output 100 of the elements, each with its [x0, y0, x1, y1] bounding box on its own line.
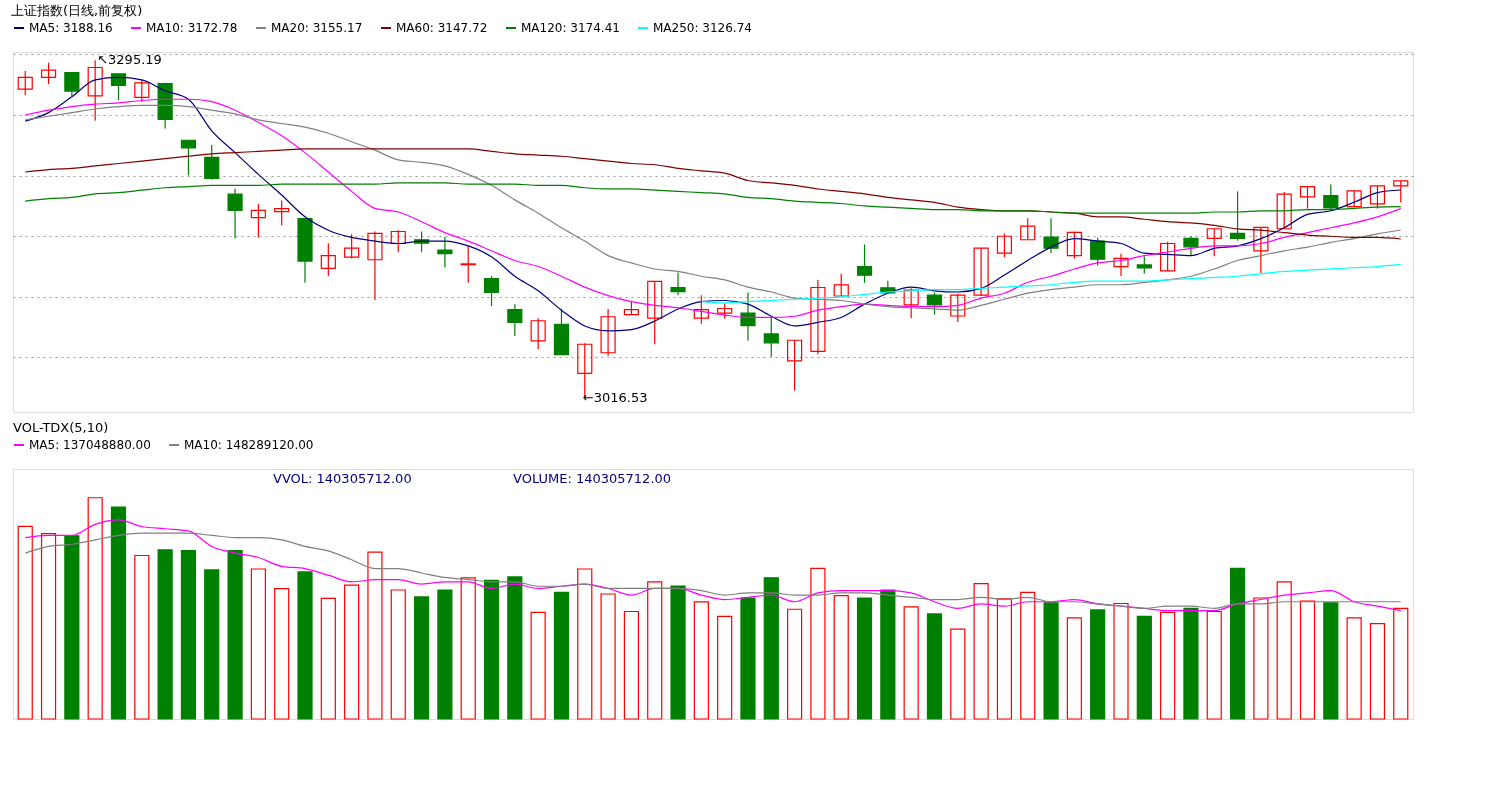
bar	[833, 594, 849, 720]
candlestick	[1276, 191, 1292, 230]
legend-label: MA60: 3147.72	[396, 21, 488, 35]
candlestick	[763, 315, 779, 358]
legend-label: MA120: 3174.41	[521, 21, 620, 35]
bar	[950, 628, 966, 720]
bar	[1346, 617, 1362, 720]
bar	[856, 597, 873, 720]
bar	[40, 533, 57, 720]
candlestick	[1090, 237, 1106, 267]
bar	[763, 577, 779, 720]
candlestick	[17, 70, 33, 96]
candlestick	[740, 291, 756, 342]
legend-label: MA5: 3188.16	[29, 21, 113, 35]
candlestick	[110, 73, 127, 101]
bar	[413, 596, 430, 720]
bar	[717, 615, 733, 720]
bar	[1043, 602, 1059, 720]
candlestick	[390, 229, 406, 253]
candlestick	[1043, 217, 1059, 254]
bar	[460, 577, 476, 720]
candlestick	[693, 294, 709, 325]
candlestick	[250, 203, 266, 239]
text: VOLUME: 140305712.00	[513, 471, 672, 486]
bar	[996, 598, 1013, 720]
bar	[553, 591, 570, 720]
candlestick	[180, 139, 197, 176]
bar	[157, 549, 173, 720]
candlestick	[507, 303, 523, 337]
bar	[600, 593, 616, 720]
bar	[1090, 609, 1106, 720]
candlestick	[973, 247, 989, 297]
bar	[64, 535, 80, 720]
candlestick	[1346, 190, 1362, 208]
legend-label: MA10: 3172.78	[146, 21, 238, 35]
bar	[320, 597, 336, 720]
bar	[367, 551, 383, 720]
candlestick	[787, 339, 803, 392]
bar	[577, 568, 593, 720]
bar	[1393, 607, 1409, 720]
candlestick	[64, 71, 80, 97]
bar	[1020, 591, 1036, 720]
candlestick	[996, 232, 1013, 258]
annotation: ↖3295.19	[97, 52, 162, 68]
bar	[1253, 597, 1269, 720]
bar	[810, 567, 826, 720]
bar	[647, 581, 663, 720]
legend-label: MA5: 137048880.00	[29, 438, 151, 452]
bar	[903, 606, 919, 720]
bar	[670, 585, 686, 720]
bar	[740, 597, 756, 720]
candlestick	[344, 233, 360, 260]
bar	[390, 589, 406, 720]
bar	[1113, 602, 1129, 720]
bar	[530, 611, 546, 720]
bar	[344, 584, 360, 720]
candlestick	[530, 317, 546, 350]
candlestick	[1253, 226, 1269, 274]
candlestick	[833, 273, 849, 297]
bar	[1229, 567, 1246, 720]
candlestick	[1393, 180, 1409, 204]
candlestick	[320, 242, 336, 277]
bar	[623, 610, 639, 720]
candlestick	[460, 244, 476, 284]
chart-title: VOL-TDX(5,10)	[13, 420, 109, 435]
bar	[507, 576, 523, 720]
bar	[87, 497, 103, 720]
candlestick	[1160, 241, 1176, 272]
candlestick	[1206, 228, 1222, 257]
candlestick	[647, 280, 663, 345]
bar	[880, 589, 896, 720]
bar	[437, 589, 453, 720]
candlestick	[1066, 230, 1082, 260]
candlestick	[856, 243, 873, 284]
candlestick	[40, 62, 57, 85]
candlestick	[810, 279, 826, 355]
candlestick	[134, 79, 150, 103]
bar	[787, 608, 803, 720]
chart-title: 上证指数(日线,前复权)	[11, 3, 143, 18]
bar	[297, 571, 313, 720]
candlestick	[950, 293, 966, 323]
candlestick	[274, 199, 290, 226]
bar	[973, 583, 989, 720]
bar	[483, 579, 500, 720]
bar	[693, 601, 709, 720]
bar	[134, 554, 150, 720]
bar	[274, 588, 290, 720]
candlestick	[926, 291, 943, 316]
bar	[1183, 607, 1199, 720]
bar	[110, 506, 127, 720]
candlestick	[1113, 253, 1129, 277]
bar	[1066, 617, 1082, 720]
candlestick	[204, 144, 220, 181]
candlestick	[1299, 185, 1316, 210]
bar	[1206, 610, 1222, 720]
bar	[17, 525, 33, 720]
legend-label: MA20: 3155.17	[271, 21, 363, 35]
candlestick	[1183, 235, 1199, 257]
candlestick	[903, 287, 919, 319]
bar	[204, 569, 220, 720]
